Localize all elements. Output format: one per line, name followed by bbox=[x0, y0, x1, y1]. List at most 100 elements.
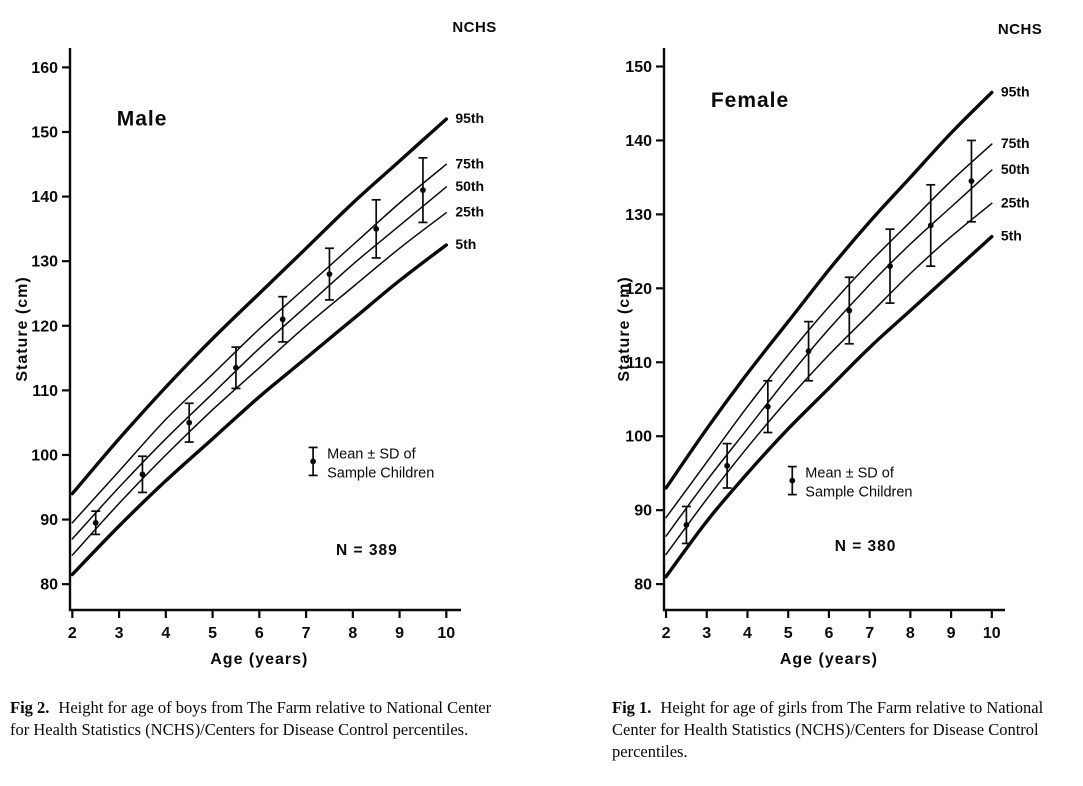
y-tick-label: 120 bbox=[31, 318, 58, 335]
x-tick-label: 8 bbox=[348, 625, 357, 642]
percentile-label-75th: 75th bbox=[455, 155, 484, 171]
percentile-label-75th: 75th bbox=[1001, 135, 1030, 151]
mean-point bbox=[846, 307, 853, 314]
percentile-curve-25th bbox=[71, 211, 448, 556]
x-tick-label: 9 bbox=[947, 625, 956, 642]
x-tick-label: 3 bbox=[115, 625, 124, 642]
legend: Mean ± SD of Sample Children bbox=[787, 466, 913, 501]
mean-point bbox=[927, 222, 934, 229]
y-tick-label: 150 bbox=[31, 124, 58, 141]
figure-number: Fig 2. bbox=[10, 698, 50, 717]
chart-title: Male bbox=[117, 108, 168, 131]
mean-point bbox=[326, 271, 333, 277]
mean-point bbox=[764, 403, 771, 410]
x-tick-label: 2 bbox=[662, 625, 671, 642]
percentile-curve-25th bbox=[665, 202, 993, 556]
percentile-label-5th: 5th bbox=[1001, 228, 1022, 244]
y-tick-label: 100 bbox=[31, 447, 58, 464]
y-tick-label: 130 bbox=[31, 254, 58, 271]
mean-point bbox=[186, 419, 193, 426]
figure-caption: Fig 2. Height for age of boys from The Fa… bbox=[10, 697, 512, 741]
legend-line-1: Mean ± SD of bbox=[327, 446, 417, 462]
y-tick-label: 90 bbox=[40, 512, 58, 529]
y-tick-label: 110 bbox=[626, 355, 652, 372]
percentile-curve-75th bbox=[665, 143, 993, 519]
nchs-label: NCHS bbox=[452, 19, 497, 36]
percentile-curve-50th bbox=[665, 169, 993, 537]
sample-series bbox=[91, 156, 428, 536]
mean-point bbox=[420, 187, 426, 194]
y-tick-label: 120 bbox=[625, 281, 652, 298]
x-tick-label: 5 bbox=[784, 625, 793, 642]
x-tick-label: 5 bbox=[208, 625, 217, 642]
sample-series bbox=[681, 139, 976, 545]
nchs-label: NCHS bbox=[998, 21, 1043, 38]
mean-point bbox=[92, 519, 99, 526]
y-tick-label: 80 bbox=[40, 577, 58, 594]
sample-size-label: N = 389 bbox=[336, 542, 398, 559]
percentile-label-25th: 25th bbox=[455, 204, 484, 220]
figure-caption-text: Height for age of boys from The Farm rel… bbox=[10, 698, 492, 739]
percentile-curve-50th bbox=[71, 186, 448, 540]
x-tick-label: 7 bbox=[302, 625, 311, 642]
legend-line-2: Sample Children bbox=[327, 465, 434, 481]
y-tick-label: 100 bbox=[625, 429, 652, 446]
x-tick-label: 6 bbox=[824, 625, 833, 642]
y-tick-label: 160 bbox=[31, 60, 58, 77]
mean-point bbox=[373, 225, 380, 232]
x-axis-title: Age (years) bbox=[780, 651, 878, 668]
y-tick-label: 150 bbox=[625, 59, 652, 76]
mean-point bbox=[279, 316, 286, 323]
legend-line-1: Mean ± SD of bbox=[805, 466, 895, 482]
y-axis-title: Stature (cm) bbox=[14, 276, 31, 381]
legend-line-2: Sample Children bbox=[805, 485, 912, 501]
boys-growth-chart: 80 90 100 110 120 130 140 150 160 2 3 4 5 6 7 8 9 10 Age (… bbox=[14, 19, 497, 668]
x-tick-label: 10 bbox=[437, 625, 455, 642]
girls-growth-chart: 80 90 100 110 120 130 140 150 2 3 4 5 6 7 8 9 10 Age (yea… bbox=[616, 21, 1043, 668]
chart-title: Female bbox=[711, 89, 789, 112]
y-tick-label: 80 bbox=[634, 577, 652, 594]
percentile-label-95th: 95th bbox=[1001, 83, 1030, 99]
mean-point bbox=[233, 364, 239, 371]
figure-number: Fig 1. bbox=[612, 698, 652, 717]
percentile-curve-5th bbox=[664, 234, 994, 579]
mean-point bbox=[139, 471, 146, 478]
mean-point bbox=[724, 462, 731, 469]
percentile-curve-75th bbox=[71, 163, 448, 524]
x-tick-label: 3 bbox=[702, 625, 711, 642]
x-tick-label: 4 bbox=[161, 625, 170, 642]
figure-caption: Fig 1. Height for age of girls from The F… bbox=[612, 697, 1060, 762]
x-tick-label: 9 bbox=[395, 625, 404, 642]
x-tick-label: 10 bbox=[983, 625, 1001, 642]
x-tick-label: 7 bbox=[865, 625, 874, 642]
y-tick-label: 110 bbox=[32, 383, 58, 400]
percentile-label-50th: 50th bbox=[455, 178, 484, 194]
axes: 80 90 100 110 120 130 140 150 2 3 4 5 6 7 8 9 10 bbox=[625, 48, 1005, 642]
axes: 80 90 100 110 120 130 140 150 160 2 3 4 5 6 7 8 9 10 bbox=[31, 48, 461, 642]
figure-girls: 80 90 100 110 120 130 140 150 2 3 4 5 6 7 8 9 10 Age (yea… bbox=[612, 8, 1068, 762]
sample-size-label: N = 380 bbox=[835, 538, 897, 555]
y-tick-label: 140 bbox=[31, 189, 58, 206]
percentile-label-25th: 25th bbox=[1001, 194, 1030, 210]
x-tick-label: 6 bbox=[255, 625, 264, 642]
mean-point bbox=[805, 348, 812, 355]
x-tick-label: 8 bbox=[906, 625, 915, 642]
y-axis-title: Stature (cm) bbox=[616, 276, 633, 381]
percentile-label-5th: 5th bbox=[455, 236, 476, 252]
y-tick-label: 90 bbox=[634, 503, 652, 520]
x-tick-label: 2 bbox=[68, 625, 77, 642]
percentile-curve-95th bbox=[70, 117, 448, 496]
figure-boys: 80 90 100 110 120 130 140 150 160 2 3 4 5 6 7 8 9 10 Age (… bbox=[10, 8, 530, 741]
x-axis-title: Age (years) bbox=[210, 651, 308, 668]
legend: Mean ± SD of Sample Children bbox=[308, 446, 434, 481]
mean-point bbox=[683, 522, 690, 528]
mean-point bbox=[887, 263, 893, 270]
figure-caption-text: Height for age of girls from The Farm re… bbox=[612, 698, 1044, 761]
x-tick-label: 4 bbox=[743, 625, 752, 642]
percentile-label-95th: 95th bbox=[455, 110, 484, 126]
y-tick-label: 130 bbox=[625, 207, 652, 224]
percentile-curve-5th bbox=[70, 243, 448, 577]
percentile-label-50th: 50th bbox=[1001, 161, 1030, 177]
percentile-curve-95th bbox=[664, 90, 994, 490]
